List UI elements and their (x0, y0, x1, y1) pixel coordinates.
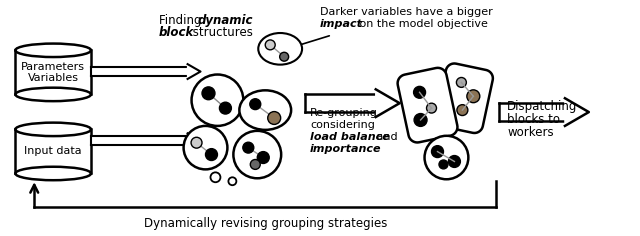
Text: Parameters
Variables: Parameters Variables (21, 62, 85, 83)
Circle shape (250, 160, 260, 169)
Text: Finding: Finding (159, 14, 205, 27)
Text: on the model objective: on the model objective (356, 19, 488, 29)
Ellipse shape (15, 44, 91, 57)
Text: Dispatching: Dispatching (507, 100, 577, 113)
Text: importance: importance (310, 144, 381, 154)
Text: and: and (372, 132, 397, 142)
Text: Input data: Input data (24, 146, 82, 156)
Ellipse shape (424, 136, 468, 179)
Polygon shape (188, 133, 200, 148)
Text: load balance: load balance (310, 132, 390, 142)
Ellipse shape (184, 126, 227, 169)
Circle shape (202, 87, 215, 100)
Polygon shape (436, 63, 493, 133)
Bar (91, 136, 188, 145)
Text: block: block (159, 26, 194, 39)
Circle shape (280, 52, 289, 61)
Circle shape (413, 86, 426, 98)
Text: dynamic: dynamic (198, 14, 253, 27)
Circle shape (265, 40, 275, 50)
Circle shape (467, 90, 480, 103)
Polygon shape (376, 89, 399, 117)
Ellipse shape (239, 90, 291, 130)
Text: considering: considering (310, 120, 375, 130)
Bar (499, 103, 565, 121)
Circle shape (205, 149, 218, 160)
Ellipse shape (191, 75, 243, 126)
Circle shape (268, 112, 281, 124)
Ellipse shape (15, 167, 91, 180)
Circle shape (414, 114, 427, 126)
Polygon shape (188, 64, 200, 79)
Circle shape (211, 172, 220, 182)
Circle shape (426, 103, 436, 113)
Bar (305, 94, 376, 112)
Circle shape (431, 146, 444, 157)
Ellipse shape (15, 123, 91, 136)
Ellipse shape (259, 33, 302, 65)
Circle shape (449, 156, 460, 167)
Text: blocks to: blocks to (507, 113, 560, 126)
Circle shape (439, 160, 448, 169)
Ellipse shape (234, 131, 281, 178)
Circle shape (220, 102, 232, 114)
Text: workers: workers (507, 126, 554, 139)
Bar (91, 67, 188, 76)
Circle shape (243, 142, 254, 153)
Circle shape (250, 99, 260, 110)
Circle shape (191, 137, 202, 148)
Text: Dynamically revising grouping strategies: Dynamically revising grouping strategies (143, 217, 387, 230)
Bar (15, 50, 91, 94)
Polygon shape (565, 98, 589, 126)
Polygon shape (397, 68, 458, 143)
Text: structures: structures (189, 26, 252, 39)
Circle shape (257, 152, 269, 164)
Text: Darker variables have a bigger: Darker variables have a bigger (320, 7, 493, 17)
Circle shape (457, 105, 468, 116)
Circle shape (456, 77, 467, 87)
Ellipse shape (15, 88, 91, 101)
Circle shape (228, 177, 236, 185)
Bar (15, 129, 91, 173)
Text: Re-grouping: Re-grouping (310, 108, 378, 118)
Text: impact: impact (320, 19, 363, 29)
